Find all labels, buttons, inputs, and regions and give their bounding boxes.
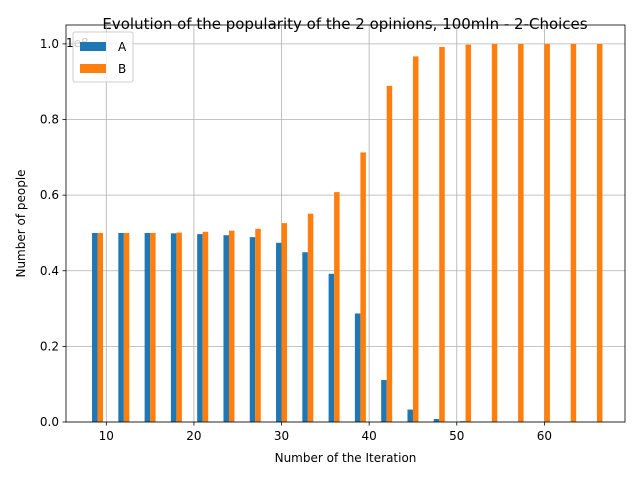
- x-tick-label: 30: [274, 429, 289, 443]
- legend-swatch-b: [80, 64, 106, 73]
- y-tick-label: 0.8: [40, 113, 59, 127]
- bar-b: [544, 43, 550, 423]
- bar-b: [150, 232, 156, 422]
- bar-b: [123, 232, 130, 422]
- bar-b: [518, 43, 524, 423]
- bar-b: [465, 44, 472, 423]
- bar-b: [570, 43, 577, 423]
- bar-b: [307, 213, 314, 422]
- y-axis-label: Number of people: [14, 169, 28, 277]
- bar-a: [302, 252, 308, 422]
- chart-title: Evolution of the popularity of the 2 opi…: [102, 15, 587, 33]
- legend-label-a: A: [118, 40, 127, 54]
- plot-frame: [65, 24, 626, 423]
- bar-b: [228, 230, 235, 422]
- bar-b: [255, 228, 261, 422]
- bar-a: [328, 273, 335, 422]
- x-tick-label: 50: [449, 429, 464, 443]
- x-axis-label: Number of the Iteration: [275, 451, 417, 465]
- x-tick-label: 10: [99, 429, 114, 443]
- bar-a: [354, 313, 361, 422]
- bar-b: [439, 46, 445, 422]
- y-tick-label: 0.0: [40, 415, 59, 429]
- ticks-layer: 10 20 30 40 50 60 0.0 0.2 0.4 0.6 0.8 1.0: [40, 37, 552, 443]
- bar-b: [334, 192, 340, 422]
- bar-a: [276, 242, 282, 422]
- bar-a: [118, 232, 124, 422]
- bar-b: [491, 43, 498, 423]
- bar-a: [197, 234, 203, 422]
- legend-swatch-a: [80, 42, 106, 51]
- x-tick-label: 20: [186, 429, 201, 443]
- bar-a: [407, 409, 413, 422]
- bars-layer: [92, 43, 603, 423]
- bar-a: [223, 235, 229, 422]
- bar-b: [596, 43, 603, 423]
- bar-b: [412, 56, 419, 423]
- bar-a: [92, 232, 98, 422]
- bar-a: [144, 232, 151, 422]
- y-tick-label: 0.4: [40, 264, 59, 278]
- bar-b: [386, 85, 393, 422]
- x-tick-label: 40: [362, 429, 377, 443]
- y-tick-label: 0.2: [40, 339, 59, 353]
- y-tick-label: 1.0: [40, 37, 59, 51]
- legend: AB: [72, 31, 134, 83]
- bar-a: [170, 233, 177, 422]
- bar-a: [249, 237, 256, 422]
- y-tick-label: 0.6: [40, 188, 59, 202]
- bar-b: [97, 232, 104, 422]
- bar-a: [433, 418, 440, 422]
- bar-b: [176, 232, 182, 422]
- bar-b: [202, 231, 209, 422]
- bar-b: [360, 152, 366, 422]
- legend-label-b: B: [118, 62, 126, 76]
- x-tick-label: 60: [537, 429, 552, 443]
- bar-b: [281, 223, 288, 422]
- bar-a: [381, 380, 387, 422]
